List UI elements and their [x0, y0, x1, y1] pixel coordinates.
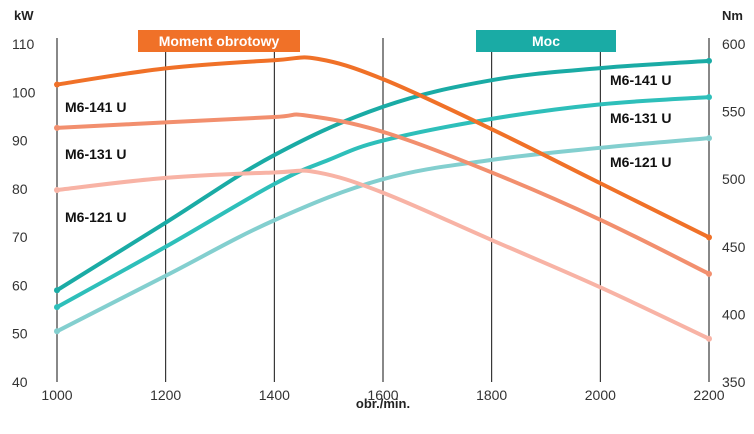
y-left-tick-label: 100: [12, 84, 36, 100]
y-right-axis-title: Nm: [722, 8, 743, 23]
power-label-m6-121: M6-121 U: [610, 154, 671, 170]
torque-label-m6-121: M6-121 U: [65, 209, 126, 225]
y-left-axis-title: kW: [14, 8, 34, 23]
torque-m6-131-u-start-point: [54, 124, 60, 131]
x-tick-label: 2200: [693, 387, 724, 403]
legend-torque: Moment obrotowy: [138, 30, 300, 52]
x-tick-label: 1000: [41, 387, 72, 403]
x-tick-label: 2000: [585, 387, 616, 403]
power-m6-131-u-start-point: [54, 304, 60, 311]
power-label-m6-131: M6-131 U: [610, 110, 671, 126]
power-m6-131-u-end-point: [706, 94, 712, 101]
tick-labels: 1000 1200 1400 1600 1800 2000 2200 40 50 60 70 80 90…: [12, 36, 746, 403]
y-right-tick-label: 400: [722, 306, 746, 322]
legend-torque-swatch: [138, 30, 300, 52]
y-right-tick-label: 350: [722, 374, 746, 390]
torque-label-m6-141: M6-141 U: [65, 99, 126, 115]
torque-m6-141-u-line: [56, 55, 710, 240]
torque-label-m6-131: M6-131 U: [65, 146, 126, 162]
torque-m6-121-u-end-point: [706, 335, 712, 342]
y-left-tick-label: 110: [12, 36, 35, 52]
power-m6-121-u-end-point: [706, 135, 712, 142]
power-m6-141-u-end-point: [706, 57, 712, 64]
y-left-tick-label: 40: [12, 374, 28, 390]
torque-m6-141-u-start-point: [54, 81, 60, 88]
torque-m6-131-u-line: [56, 112, 710, 276]
legend-torque-label: Moment obrotowy: [159, 33, 280, 49]
y-left-tick-label: 50: [12, 326, 28, 342]
legend-power-swatch: [476, 30, 616, 52]
y-left-tick-label: 70: [12, 229, 28, 245]
power-m6-121-u-line: [56, 136, 710, 334]
torque-m6-121-u-line: [56, 168, 710, 341]
x-axis-title: obr./min.: [356, 396, 410, 411]
y-right-tick-label: 450: [722, 239, 746, 255]
torque-m6-121-u-start-point: [54, 187, 60, 194]
power-m6-141-u-line: [55, 58, 710, 292]
x-tick-label: 1600: [367, 387, 398, 403]
power-label-m6-141: M6-141 U: [610, 72, 671, 88]
legend-power: Moc: [476, 30, 616, 52]
power-m6-131-u-line: [56, 95, 710, 309]
torque-m6-131-u-end-point: [706, 270, 712, 277]
y-left-tick-label: 90: [12, 133, 28, 149]
x-tick-label: 1200: [150, 387, 181, 403]
x-tick-label: 1400: [259, 387, 290, 403]
power-m6-141-u-start-point: [54, 287, 60, 294]
y-right-tick-label: 500: [722, 171, 746, 187]
grid-lines: [56, 38, 710, 382]
y-right-tick-label: 600: [722, 36, 746, 52]
power-m6-121-u-start-point: [54, 328, 60, 335]
legend-power-label: Moc: [532, 33, 560, 49]
y-right-tick-label: 550: [722, 104, 746, 120]
series-lines: [54, 55, 712, 342]
y-left-tick-label: 60: [12, 277, 28, 293]
x-tick-label: 1800: [476, 387, 507, 403]
y-left-tick-label: 80: [12, 181, 28, 197]
torque-m6-141-u-end-point: [706, 234, 712, 241]
